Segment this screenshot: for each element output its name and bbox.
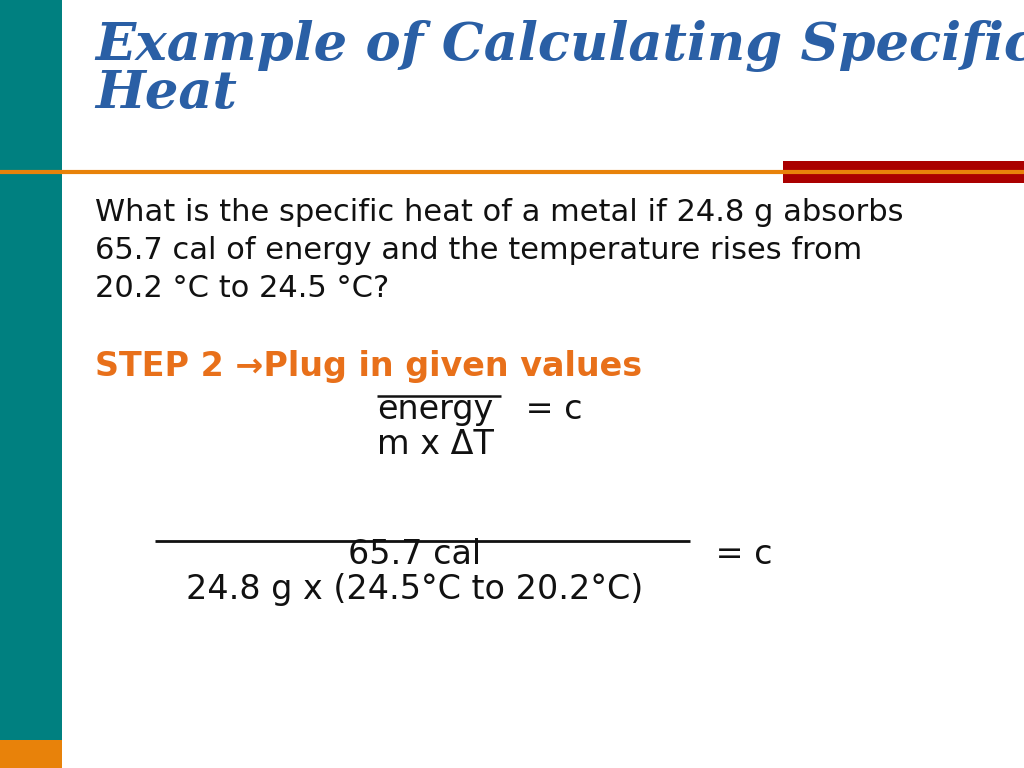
Text: 20.2 °C to 24.5 °C?: 20.2 °C to 24.5 °C?: [95, 274, 389, 303]
Text: STEP 2 →Plug in given values: STEP 2 →Plug in given values: [95, 350, 642, 383]
Text: Heat: Heat: [95, 68, 237, 119]
Text: = c: = c: [705, 538, 772, 571]
Text: 65.7 cal: 65.7 cal: [348, 538, 481, 571]
Text: 65.7 cal of energy and the temperature rises from: 65.7 cal of energy and the temperature r…: [95, 236, 862, 265]
Text: 24.8 g x (24.5°C to 20.2°C): 24.8 g x (24.5°C to 20.2°C): [186, 573, 644, 606]
Text: Example of Calculating Specific: Example of Calculating Specific: [95, 20, 1024, 72]
Text: = c: = c: [515, 393, 583, 426]
Bar: [0, 0, 62, 768]
Text: m x ΔT: m x ΔT: [377, 428, 494, 461]
Bar: [0, 740, 62, 768]
Text: energy: energy: [377, 393, 494, 426]
Bar: [783, 161, 1024, 183]
Text: What is the specific heat of a metal if 24.8 g absorbs: What is the specific heat of a metal if …: [95, 198, 903, 227]
